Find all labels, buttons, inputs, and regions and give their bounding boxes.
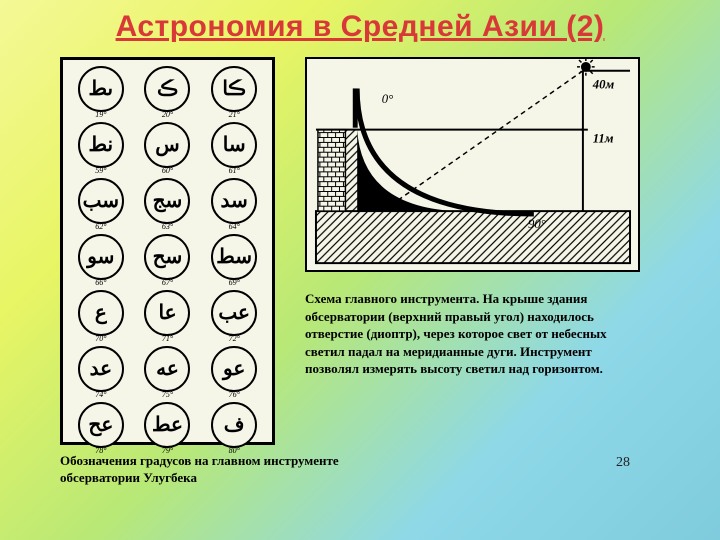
symbols-grid: ىط19°ڪ20°ڪا21°نط59°س60°سا61°سب62°سج63°سد… [60,57,275,445]
symbol-cell: سج63° [136,178,200,231]
symbol-glyph: عا [144,290,190,336]
symbol-degree-label: 62° [95,222,106,231]
symbol-degree-label: 67° [162,278,173,287]
symbol-glyph: ع [78,290,124,336]
symbol-degree-label: 21° [229,110,240,119]
symbol-cell: عو76° [202,346,266,399]
symbol-glyph: سد [211,178,257,224]
angle-0-label: 0° [382,92,393,106]
symbol-cell: سح67° [136,234,200,287]
symbol-glyph: س [144,122,190,168]
symbol-degree-label: 60° [162,166,173,175]
symbol-cell: عه75° [136,346,200,399]
symbol-degree-label: 74° [95,390,106,399]
symbol-degree-label: 59° [95,166,106,175]
symbol-glyph: عه [144,346,190,392]
symbol-cell: سب62° [69,178,133,231]
symbol-degree-label: 61° [229,166,240,175]
symbol-degree-label: 71° [162,334,173,343]
instrument-diagram: 0° 90° 40м 11м [305,57,640,272]
symbol-glyph: سح [144,234,190,280]
right-panel: 0° 90° 40м 11м Схема главного инструмент… [305,57,660,445]
symbol-glyph: عح [78,402,124,448]
diagram-description: Схема главного инструмента. На крыше зда… [305,290,635,378]
symbol-glyph: عد [78,346,124,392]
symbol-degree-label: 20° [162,110,173,119]
angle-90-label: 90° [528,217,546,231]
symbol-glyph: نط [78,122,124,168]
height-11-label: 11м [593,131,614,145]
symbol-degree-label: 72° [229,334,240,343]
symbol-degree-label: 70° [95,334,106,343]
symbol-cell: ىط19° [69,66,133,119]
symbol-glyph: عب [211,290,257,336]
symbol-degree-label: 64° [229,222,240,231]
symbol-glyph: سو [78,234,124,280]
symbol-cell: عد74° [69,346,133,399]
symbol-glyph: ىط [78,66,124,112]
symbol-cell: سد64° [202,178,266,231]
symbol-cell: ڪ20° [136,66,200,119]
symbols-caption: Обозначения градусов на главном инструме… [60,453,380,487]
symbol-cell: عا71° [136,290,200,343]
symbol-cell: ف80° [202,402,266,455]
symbol-glyph: سج [144,178,190,224]
symbol-degree-label: 76° [229,390,240,399]
symbol-glyph: عو [211,346,257,392]
symbol-cell: عح78° [69,402,133,455]
symbol-degree-label: 80° [229,446,240,455]
symbol-cell: عب72° [202,290,266,343]
symbol-cell: عط79° [136,402,200,455]
symbol-degree-label: 66° [95,278,106,287]
symbol-cell: سا61° [202,122,266,175]
symbol-cell: ڪا21° [202,66,266,119]
symbol-cell: س60° [136,122,200,175]
symbol-glyph: ڪ [144,66,190,112]
content-area: ىط19°ڪ20°ڪا21°نط59°س60°سا61°سب62°سج63°سد… [0,52,720,445]
page-number: 28 [616,455,630,471]
symbol-glyph: سا [211,122,257,168]
symbol-degree-label: 19° [95,110,106,119]
symbol-glyph: عط [144,402,190,448]
symbol-degree-label: 79° [162,446,173,455]
symbol-cell: ع70° [69,290,133,343]
symbol-cell: سو66° [69,234,133,287]
symbol-cell: سط69° [202,234,266,287]
symbol-degree-label: 69° [229,278,240,287]
symbol-glyph: سط [211,234,257,280]
symbol-degree-label: 75° [162,390,173,399]
height-40-label: 40м [592,77,615,91]
symbol-cell: نط59° [69,122,133,175]
symbol-degree-label: 78° [95,446,106,455]
left-panel: ىط19°ڪ20°ڪا21°نط59°س60°سا61°سب62°سج63°سد… [60,57,275,445]
slide-title: Астрономия в Средней Азии (2) [0,0,720,52]
symbol-degree-label: 63° [162,222,173,231]
symbol-glyph: ف [211,402,257,448]
symbol-glyph: ڪا [211,66,257,112]
symbol-glyph: سب [78,178,124,224]
